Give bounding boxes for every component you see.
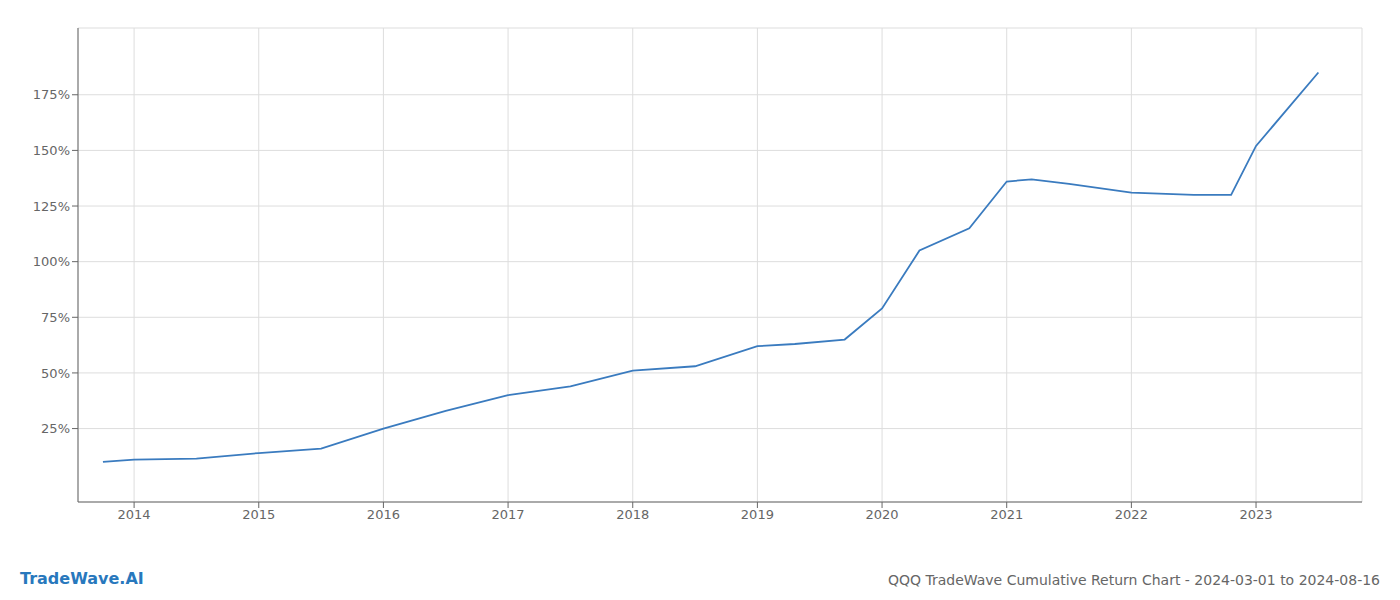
html-text:QQQ TradeWave Cumulative Retur: QQQ TradeWave Cumulative Return Chart - … [887,572,1380,588]
svg-text:100%: 100% [33,254,70,269]
svg-text:125%: 125% [33,199,70,214]
svg-text:50%: 50% [41,366,70,381]
svg-text:2015: 2015 [242,507,275,522]
svg-text:2019: 2019 [741,507,774,522]
svg-text:150%: 150% [33,143,70,158]
html-text:TradeWave.AI: TradeWave.AI [20,569,144,588]
svg-text:2014: 2014 [118,507,151,522]
svg-text:2022: 2022 [1115,507,1148,522]
svg-text:25%: 25% [41,421,70,436]
svg-text:2020: 2020 [866,507,899,522]
svg-text:75%: 75% [41,310,70,325]
svg-text:2023: 2023 [1239,507,1272,522]
svg-text:2017: 2017 [492,507,525,522]
svg-text:175%: 175% [33,87,70,102]
svg-text:2018: 2018 [616,507,649,522]
svg-text:2021: 2021 [990,507,1023,522]
svg-text:2016: 2016 [367,507,400,522]
